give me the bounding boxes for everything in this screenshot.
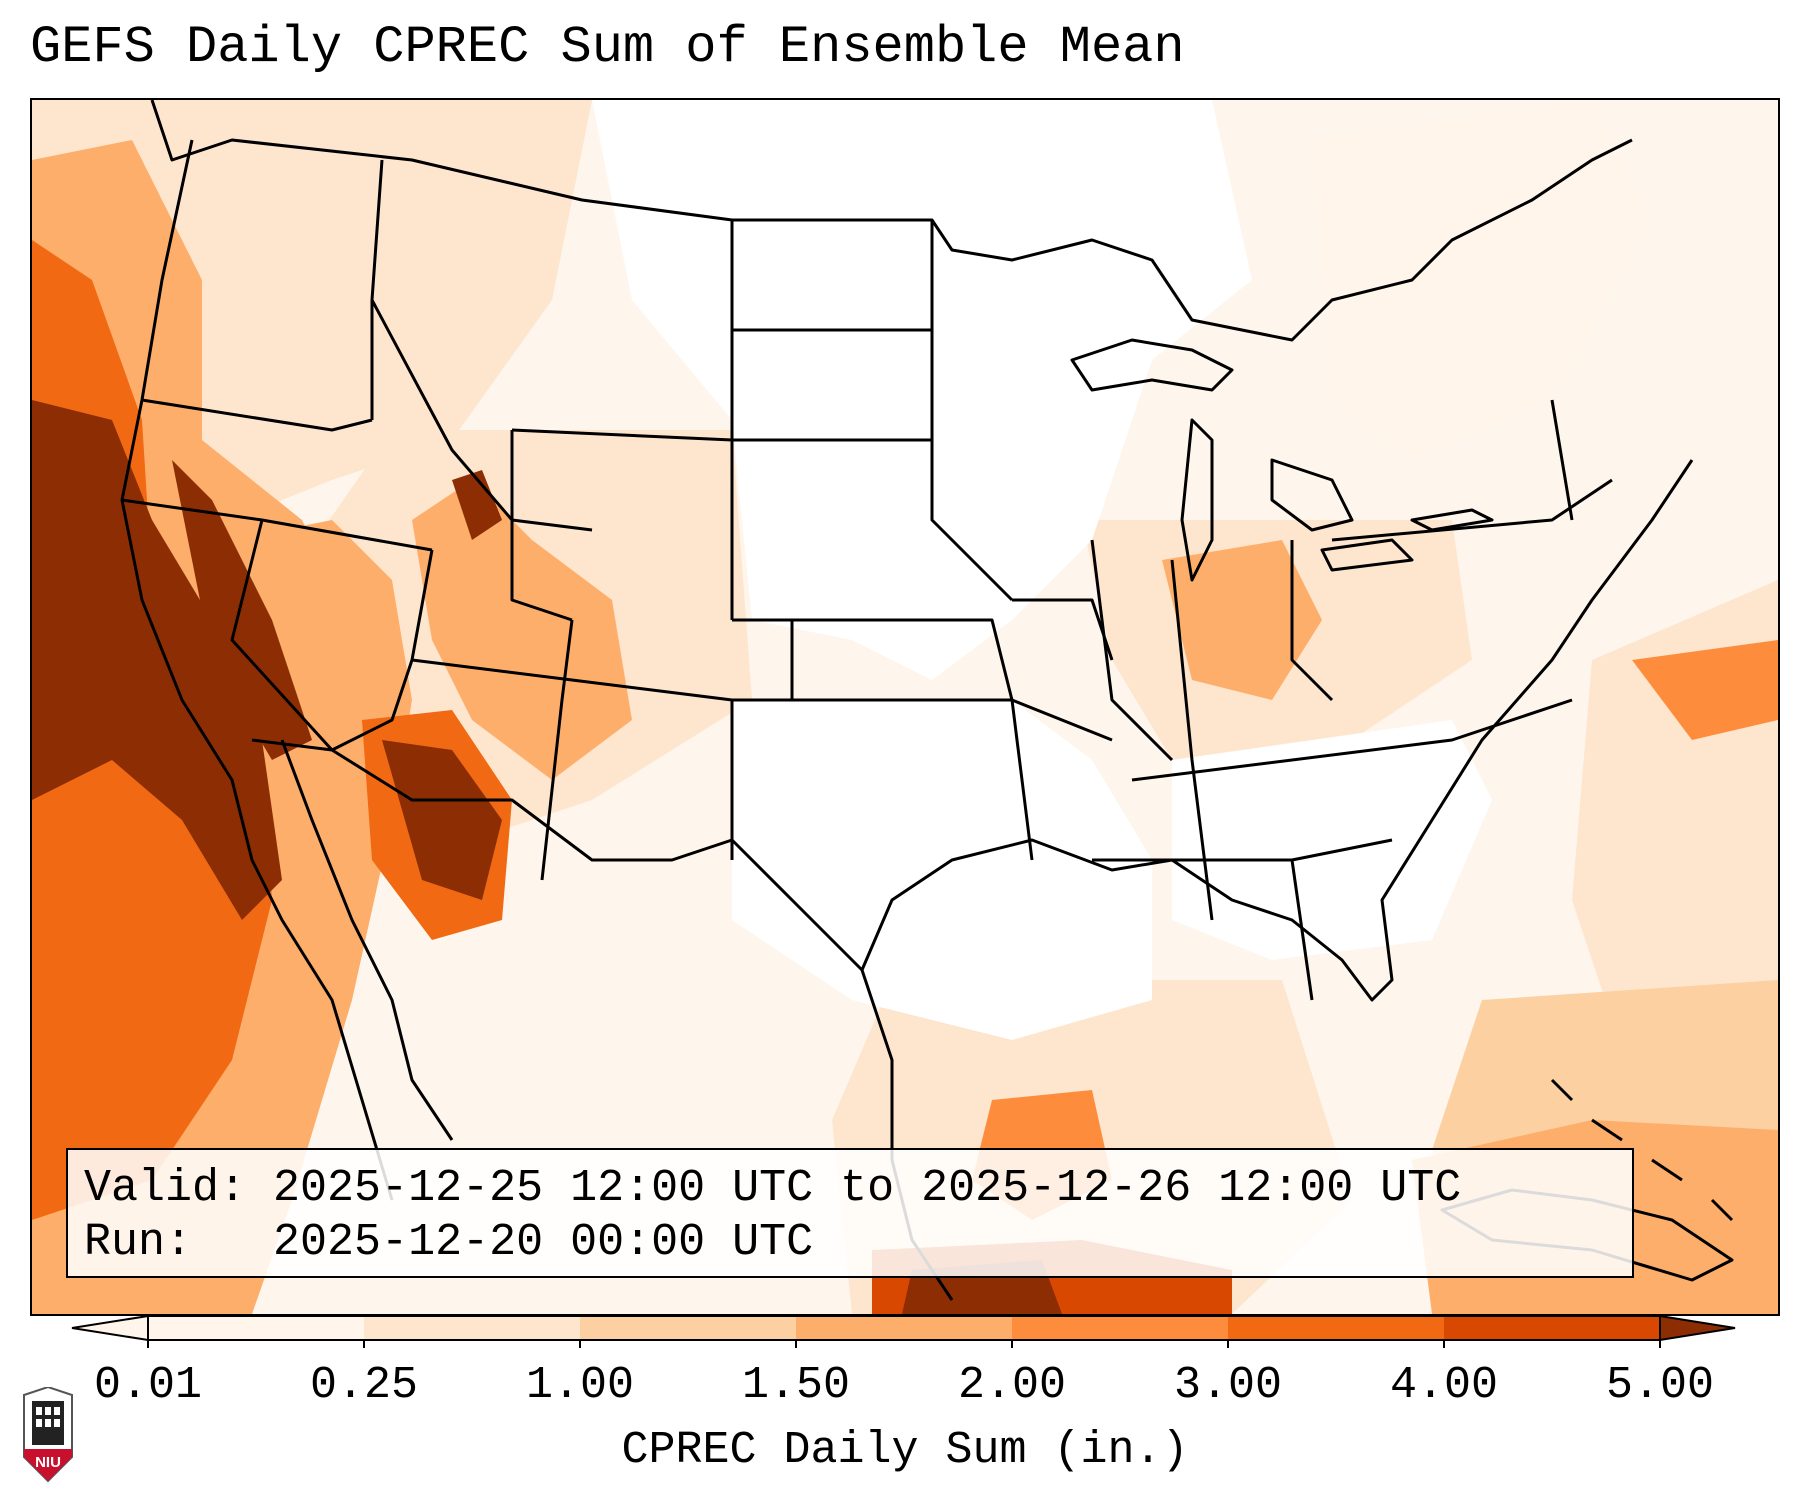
map-canvas bbox=[32, 100, 1778, 1314]
precip-area-wasatch-max bbox=[452, 470, 502, 540]
colorbar-tick-label: 3.00 bbox=[1173, 1360, 1283, 1411]
state-line-oh-pa bbox=[1290, 540, 1334, 702]
precip-area-southeast-dry bbox=[1172, 720, 1492, 960]
precipitation-map bbox=[30, 98, 1780, 1316]
state-line-four-corners bbox=[411, 658, 733, 702]
colorbar bbox=[71, 1314, 1736, 1348]
state-line-ks-ok bbox=[792, 618, 1014, 701]
colorbar-tick-label: 2.00 bbox=[957, 1360, 1067, 1411]
precip-area-california-max bbox=[32, 400, 282, 920]
state-line-tn-ky bbox=[1131, 698, 1573, 782]
precip-area-utah bbox=[412, 480, 632, 780]
map-title: GEFS Daily CPREC Sum of Ensemble Mean bbox=[30, 18, 1185, 77]
state-line-co-ut bbox=[540, 619, 574, 881]
colorbar-outline bbox=[147, 1315, 1661, 1341]
state-line-ar-ok bbox=[1010, 699, 1034, 861]
state-line-ca-nv bbox=[230, 519, 334, 752]
gulf-atlantic-coast bbox=[860, 459, 1694, 1002]
colorbar-tick-label: 1.50 bbox=[741, 1360, 851, 1411]
colorbar-tick-label: 0.25 bbox=[309, 1360, 419, 1411]
colorbar-tick-label: 0.01 bbox=[93, 1360, 203, 1411]
niu-logo: NIU bbox=[23, 1387, 73, 1483]
precip-area-ohio bbox=[1162, 540, 1322, 700]
precip-area-plains-dry bbox=[592, 100, 1252, 680]
colorbar-segment bbox=[148, 1316, 364, 1340]
valid-time-range: 2025-12-25 12:00 UTC to 2025-12-26 12:00… bbox=[273, 1163, 1462, 1214]
colorbar-segment bbox=[1228, 1316, 1444, 1340]
precip-area-offshore bbox=[1632, 640, 1778, 740]
colorbar-ticks bbox=[147, 1340, 1661, 1348]
colorbar-segment bbox=[364, 1316, 580, 1340]
colorbar-segment bbox=[796, 1316, 1012, 1340]
west-coast bbox=[120, 139, 394, 1201]
state-line-in-ky bbox=[1170, 559, 1214, 921]
us-canada-border bbox=[150, 100, 1633, 342]
lake-huron bbox=[1270, 458, 1354, 532]
precip-area-mogollon-max bbox=[382, 740, 502, 900]
baja-coast bbox=[280, 739, 454, 1141]
colorbar-label: CPREC Daily Sum (in.) bbox=[621, 1425, 1189, 1476]
bahamas-outline bbox=[1550, 1078, 1734, 1222]
valid-run-info-box: Valid: 2025-12-25 12:00 UTC to 2025-12-2… bbox=[66, 1148, 1634, 1278]
colorbar-segment bbox=[580, 1316, 796, 1340]
colorbar-extend-max bbox=[1659, 1314, 1736, 1342]
colorbar-segment bbox=[1444, 1316, 1660, 1340]
boundary-layer bbox=[120, 100, 1734, 1301]
lake-superior bbox=[1070, 338, 1234, 392]
colorbar-extend-min bbox=[71, 1314, 149, 1342]
state-line-ny-pa bbox=[1331, 478, 1613, 542]
state-line-al-ga bbox=[1290, 859, 1314, 1001]
run-time: 2025-12-20 00:00 UTC bbox=[273, 1217, 814, 1268]
precip-area-texas-dry bbox=[732, 700, 1152, 1040]
lake-michigan bbox=[1180, 418, 1214, 582]
state-line-wy-west bbox=[510, 430, 573, 622]
precip-area-quebec bbox=[1312, 100, 1652, 460]
colorbar-segment bbox=[1012, 1316, 1228, 1340]
colorbar-tick-label: 4.00 bbox=[1389, 1360, 1499, 1411]
logo-text: NIU bbox=[35, 1454, 61, 1471]
precip-area-sierra-max bbox=[172, 460, 312, 760]
us-mexico-border bbox=[251, 738, 864, 972]
state-line-mt-id bbox=[370, 299, 593, 532]
lake-ontario bbox=[1410, 508, 1494, 532]
colorbar-segments bbox=[71, 1314, 1736, 1342]
colorbar-tick-label: 5.00 bbox=[1605, 1360, 1715, 1411]
state-line-nv-ut bbox=[331, 549, 434, 752]
lake-erie bbox=[1320, 538, 1414, 572]
valid-label: Valid: bbox=[84, 1163, 247, 1214]
run-label: Run: bbox=[84, 1217, 193, 1268]
state-line-vt-nh bbox=[1550, 399, 1574, 521]
state-line-dakota-mn bbox=[930, 220, 1014, 602]
logo-red-band bbox=[24, 1449, 72, 1481]
colorbar-tick-label: 1.00 bbox=[525, 1360, 635, 1411]
state-line-il-mo bbox=[1090, 539, 1174, 762]
state-line-or-wa bbox=[141, 398, 373, 432]
